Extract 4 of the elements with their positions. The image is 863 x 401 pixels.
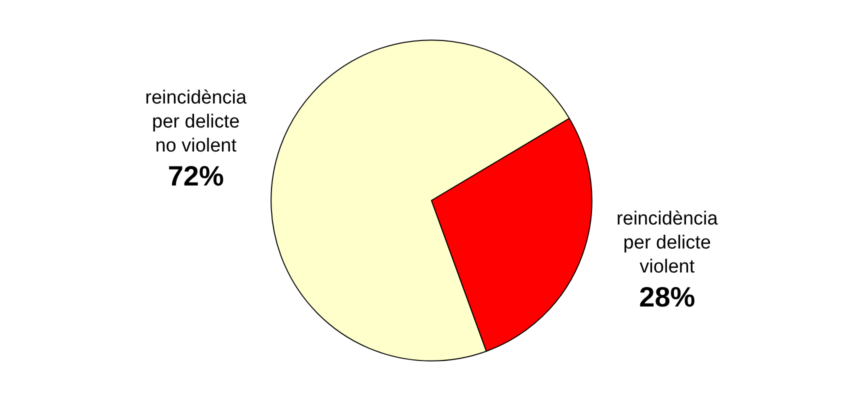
data-label: 28% bbox=[639, 282, 696, 313]
slice-label: reincidència per delicte no violent bbox=[145, 87, 247, 156]
data-label: 72% bbox=[168, 160, 224, 192]
slice-label: reincidència per delicte violent bbox=[616, 208, 718, 278]
